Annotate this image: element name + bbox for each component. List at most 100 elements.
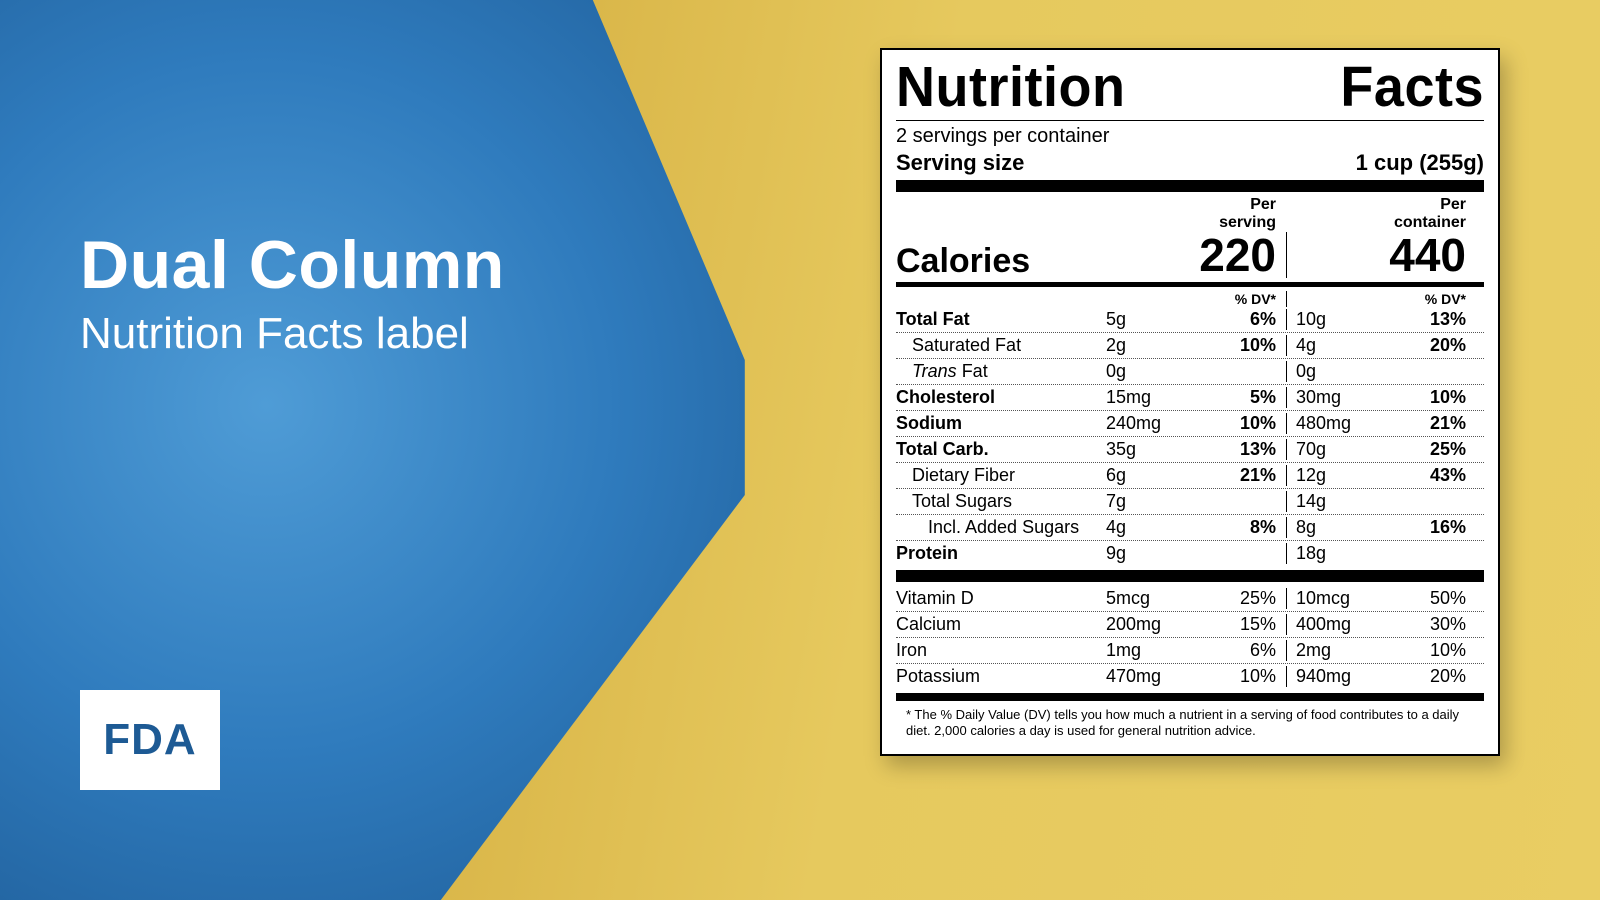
dv-per-serving: 5% [1196, 387, 1276, 408]
serving-size-row: Serving size 1 cup (255g) [896, 150, 1484, 176]
column-divider [1286, 614, 1287, 635]
fda-badge-text: FDA [103, 715, 196, 765]
column-divider [1286, 387, 1287, 408]
dv-per-container: 43% [1386, 465, 1466, 486]
nutrient-row: Protein9g18g [896, 540, 1484, 566]
amount-per-container: 0g [1296, 361, 1386, 382]
vitamin-rows: Vitamin D5mcg25%10mcg50%Calcium200mg15%4… [896, 586, 1484, 689]
amount-per-serving: 1mg [1106, 640, 1196, 661]
dv-per-container: 10% [1386, 640, 1466, 661]
nutrient-name: Dietary Fiber [896, 465, 1106, 486]
amount-per-serving: 0g [1106, 361, 1196, 382]
amount-per-container: 2mg [1296, 640, 1386, 661]
calories-header-row: Per serving Per container [896, 196, 1484, 232]
amount-per-serving: 470mg [1106, 666, 1196, 687]
column-divider [1286, 543, 1287, 564]
nutrient-row: Dietary Fiber6g21% 12g43% [896, 462, 1484, 488]
dv-per-container: 25% [1386, 439, 1466, 460]
column-divider [1286, 291, 1287, 307]
vitamin-name: Calcium [896, 614, 1106, 635]
nutrient-name: Protein [896, 543, 1106, 564]
dv-per-serving: 25% [1196, 588, 1276, 609]
dv-per-serving: 10% [1196, 335, 1276, 356]
dv-per-container: 16% [1386, 517, 1466, 538]
calories-row: Calories 220 440 [896, 232, 1484, 278]
nutrient-name: Cholesterol [896, 387, 1106, 408]
nutrient-name: Total Sugars [896, 491, 1106, 512]
nutrient-name: Incl. Added Sugars [896, 517, 1106, 538]
vitamin-row: Vitamin D5mcg25%10mcg50% [896, 586, 1484, 611]
per-container-header: Per container [1386, 196, 1466, 232]
amount-per-serving: 200mg [1106, 614, 1196, 635]
amount-per-container: 30mg [1296, 387, 1386, 408]
amount-per-serving: 35g [1106, 439, 1196, 460]
dv-per-serving: 13% [1196, 439, 1276, 460]
serving-size-label: Serving size [896, 150, 1024, 176]
amount-per-container: 10g [1296, 309, 1386, 330]
amount-per-serving: 6g [1106, 465, 1196, 486]
amount-per-container: 940mg [1296, 666, 1386, 687]
dv-per-serving: 10% [1196, 413, 1276, 434]
calories-per-container: 440 [1386, 232, 1466, 278]
nutrient-name: Total Carb. [896, 439, 1106, 460]
title-main: Dual Column [80, 230, 505, 301]
amount-per-container: 400mg [1296, 614, 1386, 635]
amount-per-serving: 240mg [1106, 413, 1196, 434]
vitamin-name: Iron [896, 640, 1106, 661]
nutrient-row: Sodium240mg10%480mg21% [896, 410, 1484, 436]
column-divider [1286, 439, 1287, 460]
dv-footnote: * The % Daily Value (DV) tells you how m… [896, 707, 1484, 740]
amount-per-serving: 7g [1106, 491, 1196, 512]
nutrient-rows: Total Fat5g6%10g13%Saturated Fat2g10%4g2… [896, 307, 1484, 566]
dv-per-container: 20% [1386, 666, 1466, 687]
vitamin-name: Potassium [896, 666, 1106, 687]
dv-header-serving: % DV* [1196, 291, 1276, 307]
rule-thick [896, 180, 1484, 192]
column-divider [1286, 465, 1287, 486]
dv-per-container: 30% [1386, 614, 1466, 635]
dv-header-container: % DV* [1386, 291, 1466, 307]
title-sub: Nutrition Facts label [80, 309, 505, 359]
column-divider [1286, 640, 1287, 661]
amount-per-container: 480mg [1296, 413, 1386, 434]
dv-per-container: 13% [1386, 309, 1466, 330]
column-divider [1286, 309, 1287, 330]
rule-thick [896, 693, 1484, 701]
rule [896, 120, 1484, 121]
amount-per-serving: 2g [1106, 335, 1196, 356]
rule-thick [896, 570, 1484, 582]
column-divider [1286, 491, 1287, 512]
vitamin-name: Vitamin D [896, 588, 1106, 609]
title-block: Dual Column Nutrition Facts label [80, 230, 505, 359]
nutrient-row: Trans Fat 0g 0g [896, 358, 1484, 384]
vitamin-row: Potassium470mg10% 940mg20% [896, 663, 1484, 689]
dv-per-serving: 10% [1196, 666, 1276, 687]
amount-per-container: 4g [1296, 335, 1386, 356]
infographic-canvas: Dual Column Nutrition Facts label FDA Nu… [0, 0, 1600, 900]
vitamin-row: Iron1mg6% 2mg10% [896, 637, 1484, 663]
amount-per-container: 12g [1296, 465, 1386, 486]
column-divider [1286, 413, 1287, 434]
trans-rest: Fat [957, 361, 988, 381]
amount-per-serving: 5g [1106, 309, 1196, 330]
column-divider [1286, 588, 1287, 609]
amount-per-serving: 4g [1106, 517, 1196, 538]
amount-per-serving: 5mcg [1106, 588, 1196, 609]
amount-per-container: 14g [1296, 491, 1386, 512]
nutrient-name: Sodium [896, 413, 1106, 434]
column-divider [1286, 232, 1287, 278]
dv-per-serving: 6% [1196, 640, 1276, 661]
per-serving-header: Per serving [1196, 196, 1276, 232]
nutrient-row: Total Fat5g6%10g13% [896, 307, 1484, 332]
nutrient-row: Total Carb.35g13% 70g25% [896, 436, 1484, 462]
serving-size-value: 1 cup (255g) [1356, 150, 1484, 176]
dv-per-serving: 21% [1196, 465, 1276, 486]
column-divider [1286, 361, 1287, 382]
amount-per-container: 8g [1296, 517, 1386, 538]
dv-per-container: 50% [1386, 588, 1466, 609]
trans-italic: Trans [912, 361, 957, 381]
dv-per-container: 20% [1386, 335, 1466, 356]
column-divider [1286, 335, 1287, 356]
servings-per-container: 2 servings per container [896, 125, 1484, 148]
amount-per-container: 70g [1296, 439, 1386, 460]
